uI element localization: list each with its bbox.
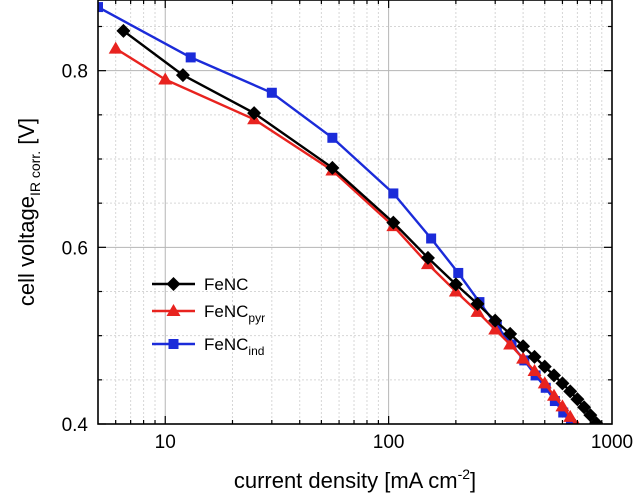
- chart: 10 100 1000 0.4 0.6 0.8 current density [mA c…: [0, 0, 643, 498]
- legend-label: FeNC: [204, 275, 248, 294]
- legend-marker: [169, 339, 179, 349]
- x-axis-title-main: current density [mA cm: [234, 468, 458, 493]
- legend-label-sub: ind: [248, 344, 264, 358]
- y-tick-label: 0.4: [62, 415, 89, 436]
- data-point: [186, 52, 196, 62]
- data-point: [453, 268, 463, 278]
- x-axis-title-tail: ]: [470, 468, 476, 493]
- y-axis-title-main: cell voltage: [14, 196, 39, 306]
- x-tick-label: 10: [155, 432, 176, 453]
- y-tick-label: 0.6: [62, 238, 88, 259]
- y-axis-title-sub: IR corr.: [27, 151, 43, 196]
- x-tick-label: 100: [373, 432, 405, 453]
- legend-label-sub: pyr: [248, 311, 265, 325]
- legend-label-main: FeNC: [204, 302, 248, 321]
- y-axis-title-tail: [V]: [14, 118, 39, 151]
- legend-label-main: FeNC: [204, 335, 248, 354]
- x-axis-title-sup: -2: [458, 466, 471, 482]
- data-point: [327, 133, 337, 143]
- x-axis-title: current density [mA cm-2]: [234, 466, 476, 493]
- data-point: [267, 88, 277, 98]
- y-tick-label: 0.8: [62, 62, 88, 83]
- x-tick-label: 1000: [591, 432, 633, 453]
- data-point: [426, 234, 436, 244]
- data-point: [388, 188, 398, 198]
- legend-label-main: FeNC: [204, 275, 248, 294]
- y-axis-title: cell voltageIR corr. [V]: [14, 118, 43, 306]
